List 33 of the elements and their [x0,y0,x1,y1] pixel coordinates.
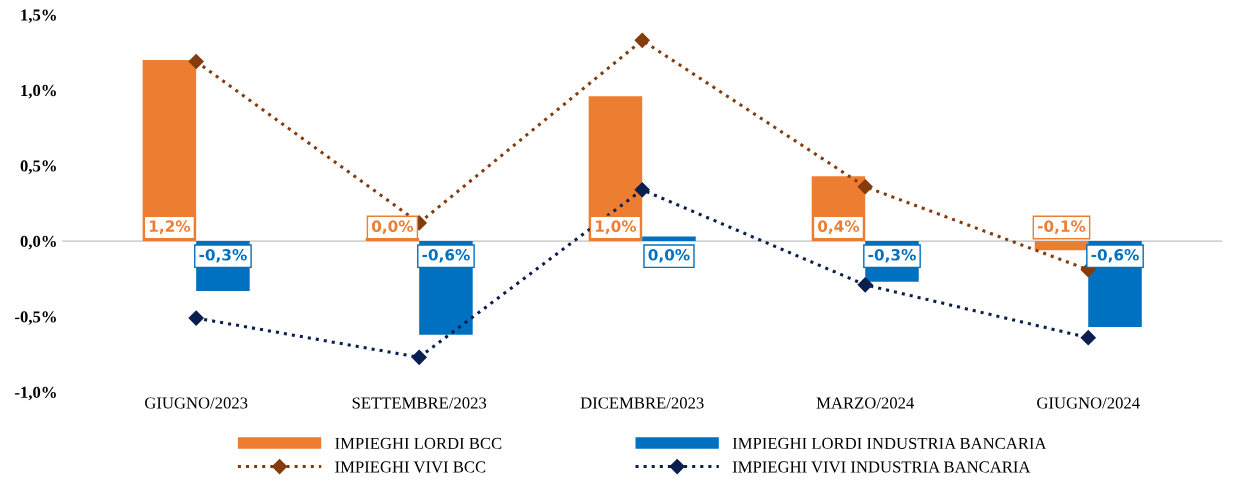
legend-label: IMPIEGHI VIVI INDUSTRIA BANCARIA [732,461,1031,473]
point [188,53,204,70]
point [411,349,427,365]
legend-label: IMPIEGHI LORDI BCC [335,437,502,450]
point [188,310,204,326]
data-label: 0,4% [818,220,860,234]
y-tick-label: -0,5% [15,311,56,325]
data-label: -0,1% [1037,220,1086,234]
y-tick-label: 0,5% [20,160,56,174]
x-tick-label: GIUGNO/2024 [1037,397,1140,409]
point [857,179,873,195]
x-tick-label: GIUGNO/2023 [145,397,248,409]
y-tick-label: 1,5% [21,9,56,24]
point [1080,330,1096,346]
y-tick-label: 1,0% [21,84,56,99]
data-label: 0,0% [371,220,414,234]
point [857,277,873,293]
data-label: 0,0% [648,249,690,263]
data-label: 1,2% [149,220,191,234]
data-label: -0,6% [422,249,470,263]
data-label: -0,3% [199,249,247,263]
data-label: -0,3% [868,249,916,263]
legend-label: IMPIEGHI LORDI INDUSTRIA BANCARIA [732,437,1047,450]
y-tick-label: -1,0% [15,386,56,401]
x-tick-label: MARZO/2024 [816,397,915,409]
legend-label: IMPIEGHI VIVI BCC [335,461,486,473]
point [634,182,650,198]
data-label: 1,0% [595,220,637,234]
y-tick-label: 0,0% [20,235,56,250]
x-tick-label: SETTEMBRE/2023 [352,397,487,409]
point [634,32,650,48]
data-label: -0,6% [1091,249,1139,263]
x-tick-label: DICEMBRE/2023 [580,397,704,409]
